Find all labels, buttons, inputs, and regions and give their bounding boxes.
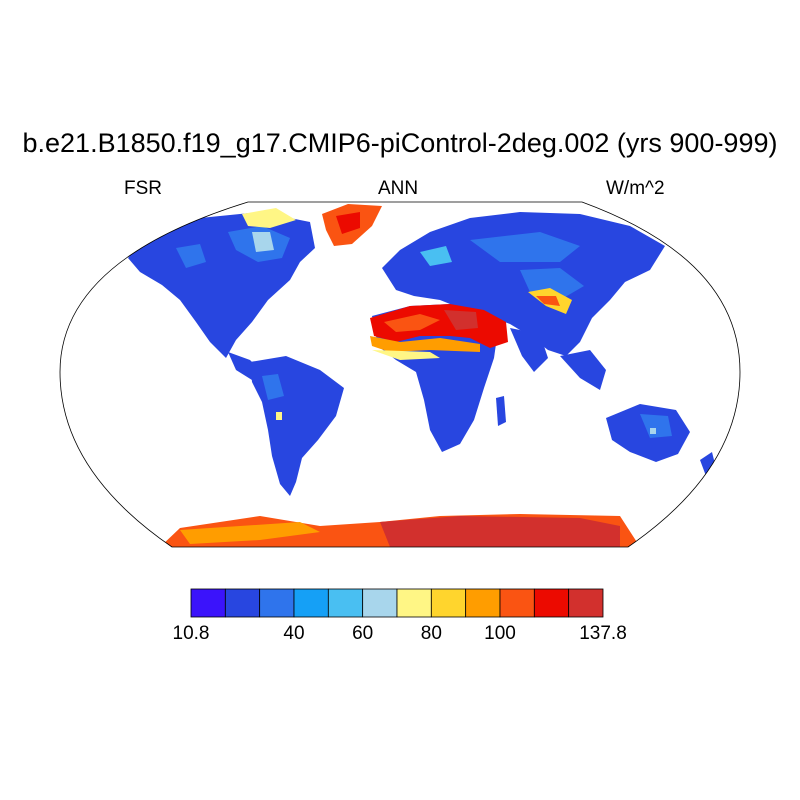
colorbar-tick-label: 10.8 xyxy=(172,623,210,644)
colorbar-box-4 xyxy=(327,588,364,618)
land-fields xyxy=(128,204,716,547)
map-outline xyxy=(59,201,741,548)
colorbar-box-3 xyxy=(293,588,329,618)
colorbar-tick-label: 80 xyxy=(420,623,442,644)
colorbar-box-10 xyxy=(533,588,570,618)
colorbar-box-6 xyxy=(396,588,432,618)
colorbar-box-9 xyxy=(499,588,535,618)
colorbar-box-8 xyxy=(465,588,501,618)
eurasia xyxy=(382,212,665,356)
season-label: ANN xyxy=(378,178,419,199)
colorbar-tick-label: 137.8 xyxy=(579,623,627,644)
plot-title: b.e21.B1850.f19_g17.CMIP6-piControl-2deg… xyxy=(22,128,778,158)
colorbar-box-7 xyxy=(430,588,467,618)
north-america xyxy=(128,212,315,358)
colorbar-box-1 xyxy=(224,588,261,618)
colorbar-tick-label: 60 xyxy=(352,623,374,644)
africa xyxy=(372,304,498,452)
variable-label: FSR xyxy=(124,178,162,199)
colorbar-tick-label: 100 xyxy=(484,623,516,644)
colorbar xyxy=(190,588,604,618)
colorbar-tick-label: 40 xyxy=(283,623,305,644)
colorbar-box-5 xyxy=(362,588,398,618)
units-label: W/m^2 xyxy=(606,178,665,199)
colorbar-box-2 xyxy=(259,588,295,618)
colorbar-box-11 xyxy=(568,588,604,618)
colorbar-box-0 xyxy=(190,588,226,618)
